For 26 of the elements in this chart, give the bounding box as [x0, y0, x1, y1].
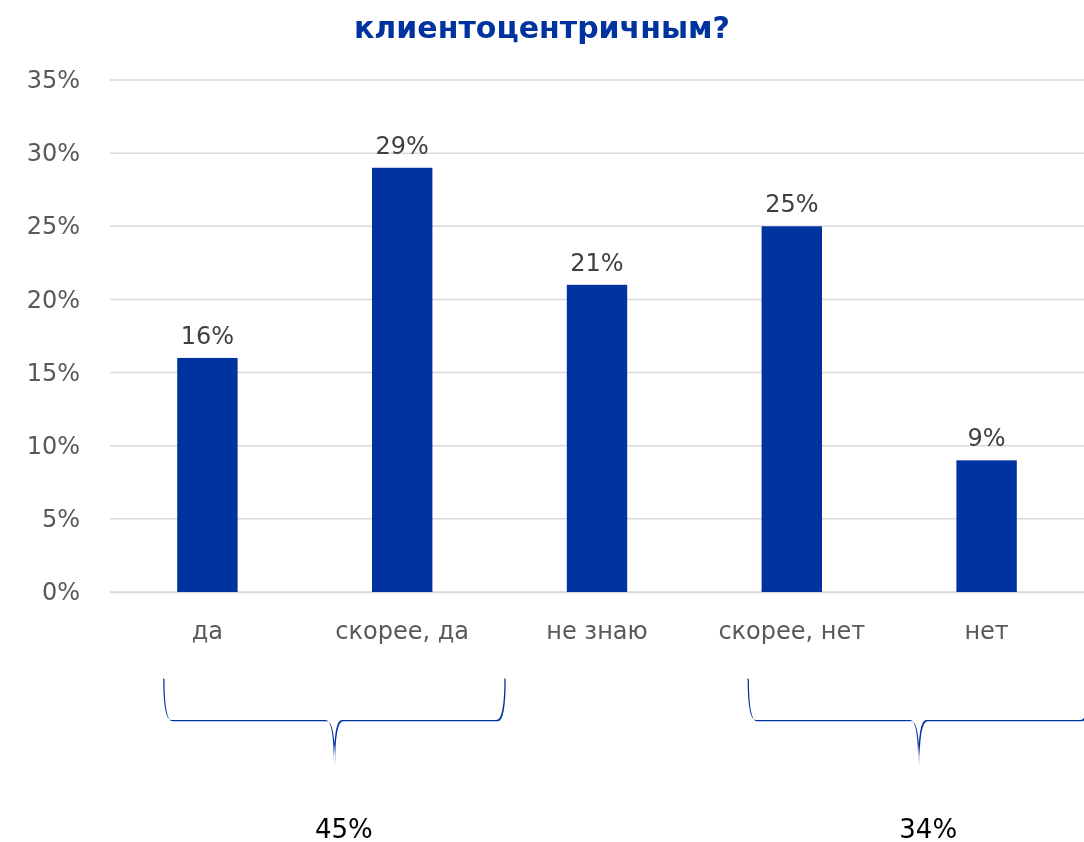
x-tick-label: скорее, нет [718, 617, 866, 646]
chart-title: клиентоцентричным? [354, 10, 730, 45]
bar [566, 284, 628, 592]
y-tick-label: 10% [26, 431, 80, 460]
y-tick-label: 0% [41, 578, 80, 607]
text: 45% [314, 814, 373, 842]
x-tick-label: скорее, да [335, 617, 470, 646]
y-tick-label: 25% [26, 212, 80, 241]
y-tick-label: 20% [26, 285, 80, 314]
bar [761, 226, 822, 592]
bar [372, 167, 433, 592]
x-tick-label: не знаю [546, 617, 648, 646]
y-tick-label: 15% [26, 358, 80, 387]
x-tick-label: нет [964, 617, 1009, 646]
text: 34% [899, 814, 958, 842]
x-tick-label: да [191, 617, 224, 646]
data-label: 16% [180, 321, 235, 350]
data-label: 9% [967, 424, 1006, 453]
data-label: 29% [375, 131, 429, 160]
bar [956, 460, 1017, 592]
data-label: 25% [765, 190, 819, 219]
bar [177, 357, 238, 592]
data-label: 21% [570, 248, 624, 277]
y-tick-label: 30% [26, 139, 80, 168]
y-tick-label: 35% [26, 66, 80, 95]
y-tick-label: 5% [41, 505, 80, 534]
